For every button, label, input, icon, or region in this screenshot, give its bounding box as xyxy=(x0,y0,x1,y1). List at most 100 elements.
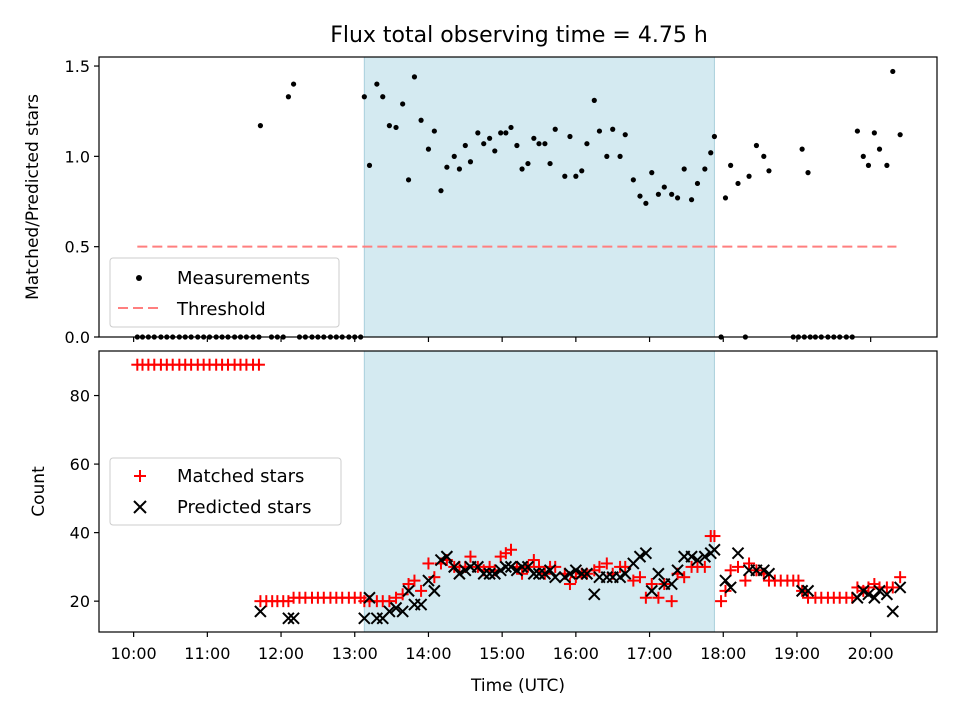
matched-star-point xyxy=(390,591,403,604)
x-b xyxy=(363,591,376,604)
predicted-star-point xyxy=(422,574,435,587)
matched-star-point xyxy=(600,557,613,570)
measurement-point xyxy=(519,166,525,172)
predicted-star-point xyxy=(639,546,653,560)
matched-star-point xyxy=(719,584,732,597)
measurement-point xyxy=(711,133,718,140)
predicted-star-point xyxy=(652,567,665,580)
bottom-x-ticks: 10:00 11:00 12:00 13:00 14:00 15:00 16:00 17:00… xyxy=(111,632,894,663)
measurement-point xyxy=(643,200,649,206)
x-b xyxy=(358,612,371,625)
x-tick-label: 20:00 xyxy=(848,644,894,663)
measurement-point xyxy=(361,94,367,100)
x-b xyxy=(471,560,485,574)
legend-predicted-marker xyxy=(133,500,147,514)
x-b xyxy=(691,553,704,567)
x-tick-label: 13:00 xyxy=(332,644,378,663)
predicted-star-point xyxy=(488,567,501,580)
measurement-point xyxy=(462,142,468,149)
measurement-point xyxy=(630,177,636,183)
top-y-axis-label: Matched/Predicted stars xyxy=(23,94,43,300)
predicted-star-point xyxy=(671,564,684,577)
bottom-y-axis-label: Count xyxy=(29,466,49,517)
predicted-star-point xyxy=(504,560,518,574)
matched-star-point xyxy=(652,591,665,604)
matched-star-point xyxy=(408,574,421,587)
x-tick-label: 17:00 xyxy=(627,644,673,663)
matched-star-point xyxy=(563,578,576,591)
measurement-point xyxy=(694,180,701,187)
predicted-star-point xyxy=(515,560,529,574)
measurement-point xyxy=(649,170,655,176)
measurement-point xyxy=(393,124,399,131)
measurement-point xyxy=(596,128,603,134)
measurement-point xyxy=(425,146,432,152)
predicted-star-point xyxy=(483,567,496,580)
x-b xyxy=(719,574,732,587)
measurement-point xyxy=(481,141,487,147)
matched-star-point xyxy=(633,571,646,584)
predicted-star-point xyxy=(886,605,899,618)
x-b xyxy=(453,567,466,580)
measurement-point xyxy=(498,130,504,136)
matched-star-point xyxy=(665,595,678,608)
predicted-star-point xyxy=(440,550,454,563)
measurement-point xyxy=(860,153,866,159)
matched-star-point xyxy=(645,578,658,591)
x-b xyxy=(633,550,647,563)
measurement-point xyxy=(405,177,412,183)
matched-star-point xyxy=(504,543,517,556)
predicted-star-point xyxy=(762,567,776,580)
x-b xyxy=(370,612,384,625)
matched-star-point xyxy=(527,554,540,567)
measurement-point xyxy=(475,130,481,136)
x-b xyxy=(504,560,518,574)
x-tick-label: 12:00 xyxy=(258,644,304,663)
measurement-point xyxy=(503,130,509,136)
measurement-point xyxy=(536,141,542,147)
matched-star-point xyxy=(792,574,805,587)
matched-star-point xyxy=(698,560,711,573)
measurement-point xyxy=(702,166,708,172)
predicted-star-point xyxy=(588,588,601,601)
x-b xyxy=(448,560,461,574)
predicted-star-point xyxy=(645,584,658,598)
measurement-point xyxy=(531,135,537,141)
predicted-star-point xyxy=(880,588,894,601)
matched-star-point xyxy=(428,571,441,584)
x-b xyxy=(862,588,875,601)
predicted-star-point xyxy=(477,567,490,580)
predicted-star-point xyxy=(396,605,409,618)
matched-star-point xyxy=(627,574,640,587)
measurement-point xyxy=(617,153,623,159)
x-b xyxy=(873,584,886,598)
matched-star-point xyxy=(533,560,546,573)
matched-star-point xyxy=(396,588,409,601)
x-tick-label: 10:00 xyxy=(111,644,157,663)
x-b xyxy=(483,567,496,580)
x-b xyxy=(569,564,583,577)
x-b xyxy=(893,581,907,594)
measurement-point xyxy=(380,94,386,100)
x-tick-label: 18:00 xyxy=(700,644,746,663)
predicted-star-point xyxy=(569,564,583,577)
x-b xyxy=(698,550,712,563)
measurement-point xyxy=(386,123,392,129)
measurement-point xyxy=(604,153,610,159)
x-tick-label: 15:00 xyxy=(479,644,525,663)
x-b xyxy=(600,570,614,584)
predicted-star-point xyxy=(893,581,907,594)
predicted-star-point xyxy=(633,550,647,563)
x-b xyxy=(757,564,771,577)
x-b xyxy=(499,560,513,574)
measurement-point xyxy=(285,94,292,100)
measurement-point xyxy=(438,188,444,194)
measurement-point xyxy=(766,168,772,174)
predicted-star-point xyxy=(402,584,415,598)
predicted-star-point xyxy=(549,570,562,584)
measurement-point xyxy=(542,141,548,147)
measurement-point xyxy=(456,166,463,172)
x-axis-label: Time (UTC) xyxy=(470,676,565,696)
measurement-point xyxy=(871,130,877,136)
predicted-star-point xyxy=(532,567,546,580)
